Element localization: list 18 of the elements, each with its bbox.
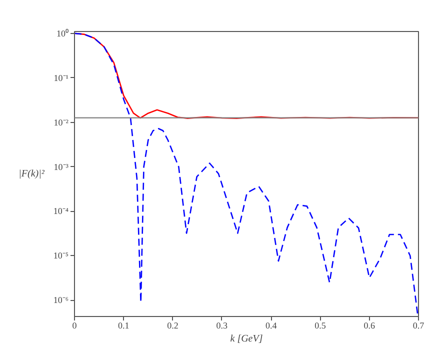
y-tick-label: 10⁰ (56, 28, 68, 38)
x-tick-label: 0 (72, 320, 78, 330)
x-tick-label: 0.2 (167, 320, 178, 330)
y-tick-label: 10⁻² (54, 117, 69, 128)
x-tick-label: 0.5 (314, 320, 326, 330)
line-series (74, 32, 418, 314)
x-tick-label: 0.6 (364, 320, 376, 330)
y-tick-label: 10⁻¹ (54, 72, 69, 83)
y-axis-title: |F(k)|² (18, 168, 46, 180)
x-tick-label: 0.7 (412, 320, 425, 330)
x-tick-label: 0.4 (265, 320, 278, 330)
y-tick-label: 10⁻³ (54, 162, 69, 172)
x-axis-title: k [GeV] (230, 334, 263, 344)
y-tick-label: 10⁻⁶ (53, 295, 69, 306)
y-tick-label: 10⁻⁴ (53, 206, 69, 216)
x-tick-label: 0.1 (118, 320, 130, 330)
x-tick-label: 0.3 (216, 320, 228, 330)
y-tick-label: 10⁻⁵ (53, 250, 69, 261)
